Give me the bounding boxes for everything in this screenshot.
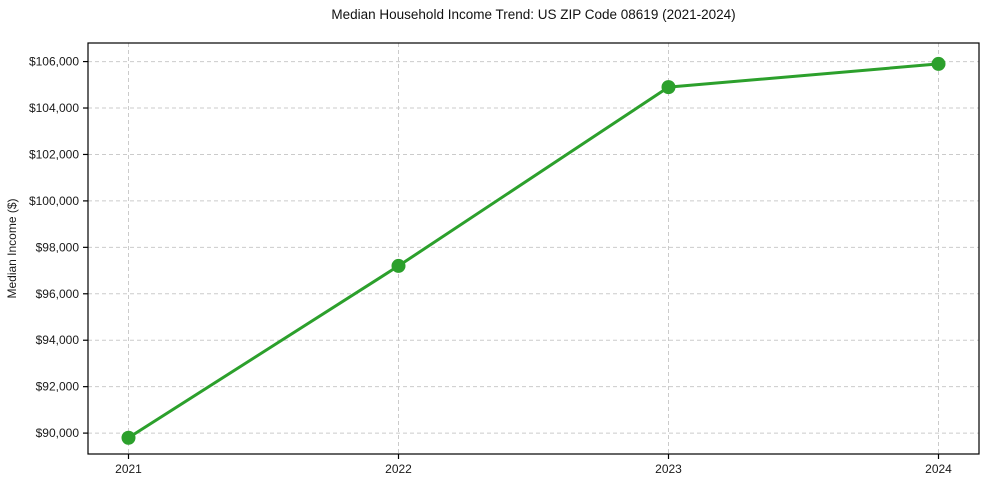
x-tick-label: 2024 — [925, 462, 952, 476]
y-tick-label: $92,000 — [36, 380, 80, 394]
trend-line — [127, 62, 940, 440]
plot-border — [87, 42, 980, 455]
y-tick-label: $102,000 — [29, 147, 79, 161]
data-point-2021 — [121, 430, 136, 445]
y-tick-label: $104,000 — [29, 101, 79, 115]
x-tick-label: 2022 — [385, 462, 412, 476]
chart-title: Median Household Income Trend: US ZIP Co… — [331, 7, 736, 22]
y-tick-label: $98,000 — [36, 240, 80, 254]
data-point-2023 — [661, 80, 676, 95]
data-point-2024 — [931, 56, 946, 71]
data-point-2022 — [391, 258, 406, 273]
y-tick-label: $100,000 — [29, 194, 79, 208]
y-tick-label: $96,000 — [36, 287, 80, 301]
x-tick-label: 2023 — [655, 462, 682, 476]
y-tick-label: $106,000 — [29, 55, 79, 69]
y-tick-label: $94,000 — [36, 333, 80, 347]
y-axis-label: Median Income ($) — [5, 198, 19, 298]
x-tick-label: 2021 — [115, 462, 142, 476]
y-tick-label: $90,000 — [36, 426, 80, 440]
